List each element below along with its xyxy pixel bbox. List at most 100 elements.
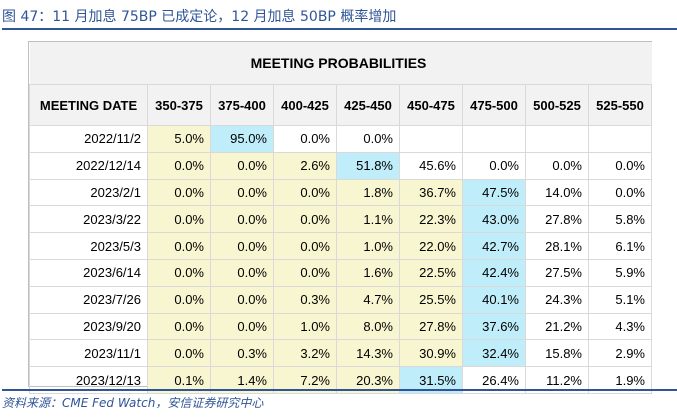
meeting-date-cell: 2023/3/22 xyxy=(29,205,148,234)
probability-cell: 0.0% xyxy=(210,312,274,341)
table-row: 2023/11/1 0.0% 0.3% 3.2% 14.3% 30.9% 32.4% 15.8… xyxy=(29,339,652,368)
probability-cell: 0.0% xyxy=(525,151,589,180)
probability-cell: 0.0% xyxy=(273,125,337,153)
probability-cell: 25.5% xyxy=(399,285,463,314)
probability-cell: 8.0% xyxy=(336,312,400,341)
probability-cell: 0.0% xyxy=(147,312,211,341)
probability-panel: MEETING PROBABILITIES MEETING DATE 350-37… xyxy=(28,41,652,394)
table-row: 2023/7/26 0.0% 0.0% 0.3% 4.7% 25.5% 40.1% 24.3%… xyxy=(29,285,652,314)
probability-cell: 0.0% xyxy=(147,205,211,234)
probability-cell: 22.3% xyxy=(399,205,463,234)
meeting-date-cell: 2022/12/14 xyxy=(29,151,148,180)
meeting-probabilities-table: MEETING PROBABILITIES MEETING DATE 350-37… xyxy=(29,42,652,394)
probability-cell: 27.5% xyxy=(525,258,589,287)
probability-cell: 15.8% xyxy=(525,339,589,368)
column-header-400-425: 400-425 xyxy=(273,84,337,126)
column-header-450-475: 450-475 xyxy=(399,84,463,126)
table-row: 2023/2/1 0.0% 0.0% 0.0% 1.8% 36.7% 47.5% 14.0% 0… xyxy=(29,178,652,207)
probability-cell: 0.0% xyxy=(273,205,337,234)
column-header-350-375: 350-375 xyxy=(147,84,211,126)
probability-cell: 0.0% xyxy=(147,339,211,368)
probability-cell: 27.8% xyxy=(525,205,589,234)
probability-cell: 42.7% xyxy=(462,232,526,260)
probability-cell: 27.8% xyxy=(399,312,463,341)
column-header-row: MEETING DATE 350-375 375-400 400-425 425-450… xyxy=(29,84,652,126)
probability-cell: 30.9% xyxy=(399,339,463,368)
meeting-date-cell: 2023/7/26 xyxy=(29,285,148,314)
column-header-500-525: 500-525 xyxy=(525,84,589,126)
probability-cell: 24.3% xyxy=(525,285,589,314)
meeting-date-cell: 2023/2/1 xyxy=(29,178,148,207)
probability-cell: 4.3% xyxy=(588,312,652,341)
probability-cell: 22.0% xyxy=(399,232,463,260)
probability-cell: 40.1% xyxy=(462,285,526,314)
probability-cell: 0.0% xyxy=(210,205,274,234)
probability-cell: 4.7% xyxy=(336,285,400,314)
probability-cell xyxy=(588,125,652,153)
column-header-425-450: 425-450 xyxy=(336,84,400,126)
meeting-date-cell: 2023/6/14 xyxy=(29,258,148,287)
table-row: 2023/5/3 0.0% 0.0% 0.0% 1.0% 22.0% 42.7% 28.1% 6… xyxy=(29,232,652,260)
probability-cell: 0.0% xyxy=(210,285,274,314)
column-header-375-400: 375-400 xyxy=(210,84,274,126)
probability-cell: 3.2% xyxy=(273,339,337,368)
probability-cell: 42.4% xyxy=(462,258,526,287)
table-banner: MEETING PROBABILITIES xyxy=(29,42,652,85)
probability-cell: 0.0% xyxy=(462,151,526,180)
meeting-date-cell: 2023/9/20 xyxy=(29,312,148,341)
probability-cell: 37.6% xyxy=(462,312,526,341)
probability-cell: 1.0% xyxy=(336,232,400,260)
probability-cell: 0.0% xyxy=(336,125,400,153)
source-note: 资料来源：CME Fed Watch，安信证券研究中心 xyxy=(2,389,677,417)
probability-cell: 5.9% xyxy=(588,258,652,287)
probability-cell: 0.3% xyxy=(273,285,337,314)
probability-cell xyxy=(462,125,526,153)
probability-cell: 28.1% xyxy=(525,232,589,260)
probability-cell: 1.0% xyxy=(273,312,337,341)
probability-cell: 0.0% xyxy=(273,178,337,207)
probability-cell: 1.8% xyxy=(336,178,400,207)
probability-cell: 0.0% xyxy=(147,178,211,207)
probability-cell: 32.4% xyxy=(462,339,526,368)
probability-cell xyxy=(525,125,589,153)
probability-cell: 1.1% xyxy=(336,205,400,234)
column-header-meeting-date: MEETING DATE xyxy=(29,84,148,126)
table-body: 2022/11/2 5.0% 95.0% 0.0% 0.0% 2022/12/14 0.0%… xyxy=(29,125,652,394)
probability-cell: 1.6% xyxy=(336,258,400,287)
table-row: 2023/9/20 0.0% 0.0% 1.0% 8.0% 27.8% 37.6% 21.2%… xyxy=(29,312,652,341)
figure-title: 图 47：11 月加息 75BP 已成定论，12 月加息 50BP 概率增加 xyxy=(2,4,677,30)
probability-cell: 0.0% xyxy=(210,178,274,207)
table-row: 2022/11/2 5.0% 95.0% 0.0% 0.0% xyxy=(29,125,652,153)
probability-cell: 95.0% xyxy=(210,125,274,153)
meeting-date-cell: 2023/5/3 xyxy=(29,232,148,260)
probability-cell: 5.0% xyxy=(147,125,211,153)
probability-cell: 36.7% xyxy=(399,178,463,207)
probability-cell: 0.0% xyxy=(210,232,274,260)
probability-cell: 5.1% xyxy=(588,285,652,314)
probability-cell: 51.8% xyxy=(336,151,400,180)
table-row: 2023/3/22 0.0% 0.0% 0.0% 1.1% 22.3% 43.0% 27.8%… xyxy=(29,205,652,234)
probability-cell xyxy=(399,125,463,153)
probability-cell: 47.5% xyxy=(462,178,526,207)
probability-cell: 0.0% xyxy=(147,232,211,260)
table-row: 2022/12/14 0.0% 0.0% 2.6% 51.8% 45.6% 0.0% 0.0%… xyxy=(29,151,652,180)
probability-cell: 2.6% xyxy=(273,151,337,180)
probability-cell: 22.5% xyxy=(399,258,463,287)
probability-cell: 0.0% xyxy=(588,178,652,207)
probability-cell: 45.6% xyxy=(399,151,463,180)
probability-cell: 0.0% xyxy=(210,151,274,180)
probability-cell: 0.0% xyxy=(588,151,652,180)
table-row: 2023/6/14 0.0% 0.0% 0.0% 1.6% 22.5% 42.4% 27.5%… xyxy=(29,258,652,287)
probability-cell: 6.1% xyxy=(588,232,652,260)
meeting-date-cell: 2022/11/2 xyxy=(29,125,148,153)
column-header-525-550: 525-550 xyxy=(588,84,652,126)
probability-cell: 2.9% xyxy=(588,339,652,368)
meeting-date-cell: 2023/11/1 xyxy=(29,339,148,368)
probability-cell: 0.0% xyxy=(273,258,337,287)
probability-cell: 14.3% xyxy=(336,339,400,368)
probability-cell: 0.0% xyxy=(147,285,211,314)
probability-cell: 14.0% xyxy=(525,178,589,207)
column-header-475-500: 475-500 xyxy=(462,84,526,126)
probability-cell: 0.0% xyxy=(147,151,211,180)
probability-cell: 43.0% xyxy=(462,205,526,234)
